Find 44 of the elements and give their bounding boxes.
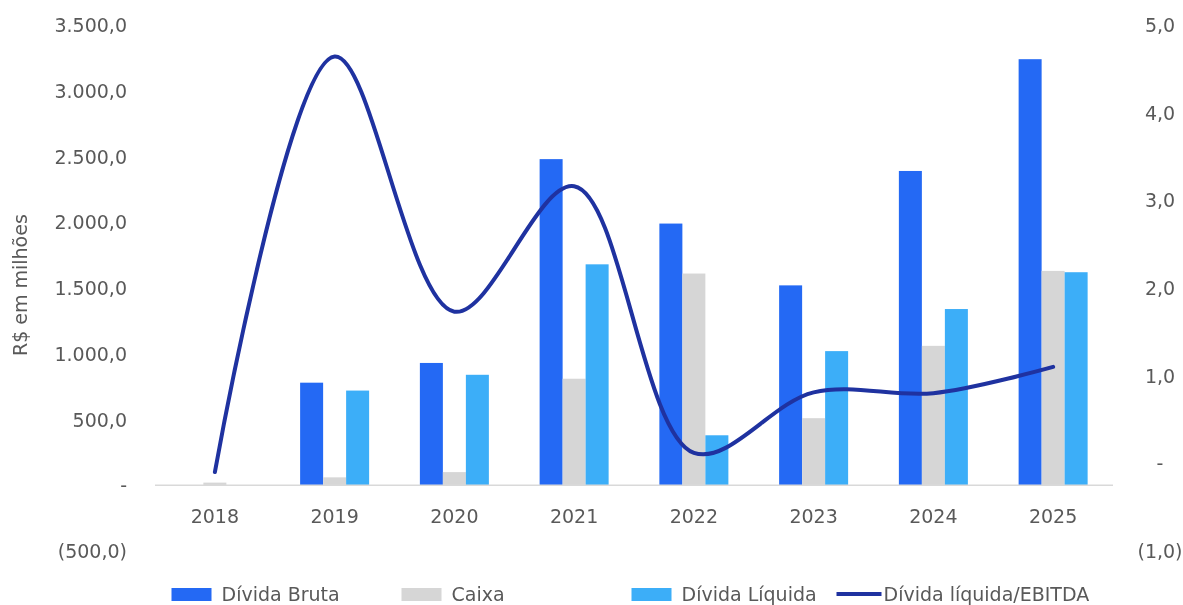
x-tick-label: 2023 <box>789 505 838 528</box>
y-tick-label: 500,0 <box>72 408 127 431</box>
y-axis-title: R$ em milhões <box>9 214 31 357</box>
y2-tick-label: 1,0 <box>1144 364 1176 387</box>
legend-label: Dívida líquida/EBITDA <box>883 583 1090 605</box>
bar <box>825 351 849 486</box>
bar <box>898 170 922 486</box>
x-tick-label: 2022 <box>669 505 719 528</box>
y-tick-label: 2.000,0 <box>54 211 127 234</box>
y-tick-label: - <box>120 474 127 497</box>
bar <box>1018 59 1042 486</box>
bar <box>779 285 803 486</box>
y2-tick-label: 3,0 <box>1144 189 1176 212</box>
y-tick-label: (500,0) <box>57 540 127 562</box>
bar <box>419 362 443 486</box>
y-tick-label: 3.000,0 <box>54 79 127 102</box>
y-tick-label: 1.500,0 <box>54 277 127 299</box>
y2-tick-label: 4,0 <box>1144 101 1176 124</box>
y2-tick-label: 5,0 <box>1144 14 1176 36</box>
y2-tick-label: (1,0) <box>1137 540 1183 562</box>
y-tick-label: 1.000,0 <box>54 342 127 365</box>
y2-tick-label: 2,0 <box>1144 277 1176 299</box>
bar <box>346 390 370 486</box>
x-tick-label: 2019 <box>310 505 359 528</box>
bar <box>944 309 968 486</box>
legend-label: Caixa <box>451 583 505 605</box>
bar <box>539 159 563 486</box>
x-tick-label: 2018 <box>190 505 240 528</box>
legend-label: Dívida Líquida <box>681 583 817 605</box>
line-series <box>212 54 1056 475</box>
x-tick-label: 2025 <box>1028 505 1078 528</box>
y2-tick-label: - <box>1156 452 1164 475</box>
bar <box>659 223 683 486</box>
bar <box>300 382 324 486</box>
bar <box>705 435 729 486</box>
bar <box>1064 272 1088 486</box>
bar <box>585 264 609 486</box>
x-tick-label: 2024 <box>909 505 958 528</box>
x-tick-label: 2021 <box>549 505 599 528</box>
y-tick-label: 2.500,0 <box>54 145 127 168</box>
y-tick-label: 3.500,0 <box>54 14 127 36</box>
x-tick-label: 2020 <box>430 505 479 528</box>
bar <box>465 374 489 486</box>
legend-label: Dívida Bruta <box>221 583 340 605</box>
